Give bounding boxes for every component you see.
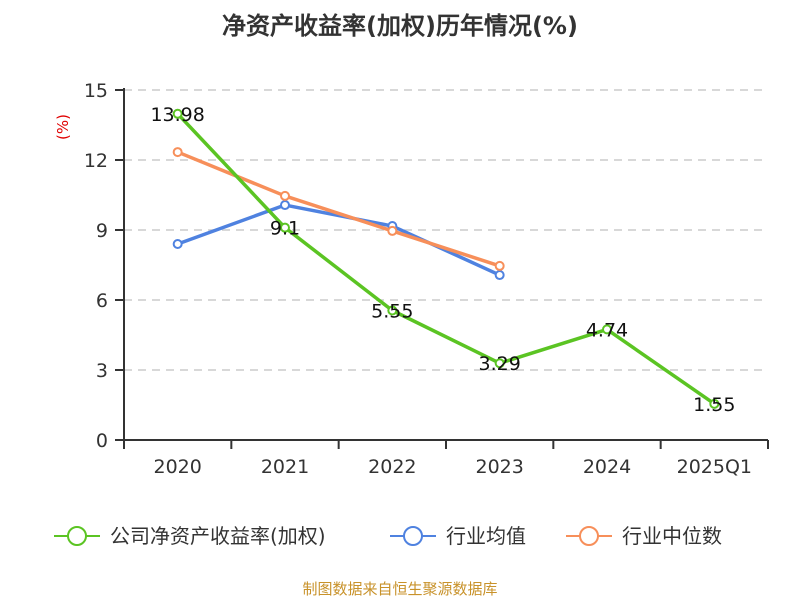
data-point (602, 324, 612, 335)
y-tick-label: 9 (96, 220, 108, 242)
x-tick-label: 2022 (368, 456, 416, 478)
x-tick-label: 2020 (153, 456, 201, 478)
series-line (177, 150, 501, 268)
y-tick-label: 0 (96, 430, 108, 452)
data-label: 1.55 (693, 394, 735, 416)
axes: 0 3 6 9 12 15 2020 2021 2022 2023 2024 2025Q1 (84, 80, 769, 478)
y-tick-label: 12 (84, 150, 108, 172)
series-1 (172, 200, 505, 281)
legend: 公司净资产收益率(加权) 行业均值 行业中位数 (54, 524, 722, 548)
legend-marker-icon (67, 526, 87, 546)
data-label: 3.29 (479, 353, 521, 375)
series (172, 108, 720, 409)
data-label: 9.1 (270, 218, 300, 240)
y-tick-label: 15 (84, 80, 108, 102)
data-point (709, 398, 720, 409)
x-tick-label: 2021 (261, 456, 309, 478)
y-axis-label: (%) (54, 114, 72, 140)
data-point (494, 270, 505, 281)
data-label: 13.98 (150, 104, 204, 126)
data-point (172, 108, 183, 119)
data-point (494, 358, 505, 369)
legend-label: 行业均值 (446, 524, 526, 548)
legend-label: 公司净资产收益率(加权) (110, 524, 326, 548)
series-line (176, 112, 716, 406)
data-point (280, 190, 290, 201)
y-tick-label: 3 (96, 360, 108, 382)
legend-label: 行业中位数 (622, 524, 722, 548)
x-tick-label: 2023 (475, 456, 523, 478)
legend-item-2: 行业中位数 (566, 524, 722, 548)
x-tick-label: 2024 (583, 456, 631, 478)
data-point (280, 222, 290, 233)
chart-title: 净资产收益率(加权)历年情况(%) (222, 12, 578, 40)
data-labels: 13.98 9.1 5.55 3.29 4.74 1.55 (150, 104, 735, 416)
series-line (177, 203, 501, 277)
legend-item-1: 行业均值 (390, 524, 526, 548)
data-point (387, 225, 398, 236)
grid-lines (124, 89, 768, 371)
data-point (172, 147, 183, 158)
legend-marker-icon (403, 526, 423, 546)
legend-item-0: 公司净资产收益率(加权) (54, 524, 326, 548)
series-0 (172, 108, 720, 409)
series-2 (172, 147, 505, 271)
data-label: 4.74 (586, 319, 628, 341)
data-point (280, 200, 290, 211)
data-point (172, 239, 183, 249)
x-tick-label: 2025Q1 (677, 456, 752, 478)
source-note: 制图数据来自恒生聚源数据库 (302, 580, 497, 598)
y-tick-label: 6 (96, 290, 108, 312)
legend-marker-icon (579, 526, 599, 546)
data-label: 5.55 (371, 301, 413, 323)
data-point (494, 260, 505, 271)
data-point (387, 305, 398, 316)
